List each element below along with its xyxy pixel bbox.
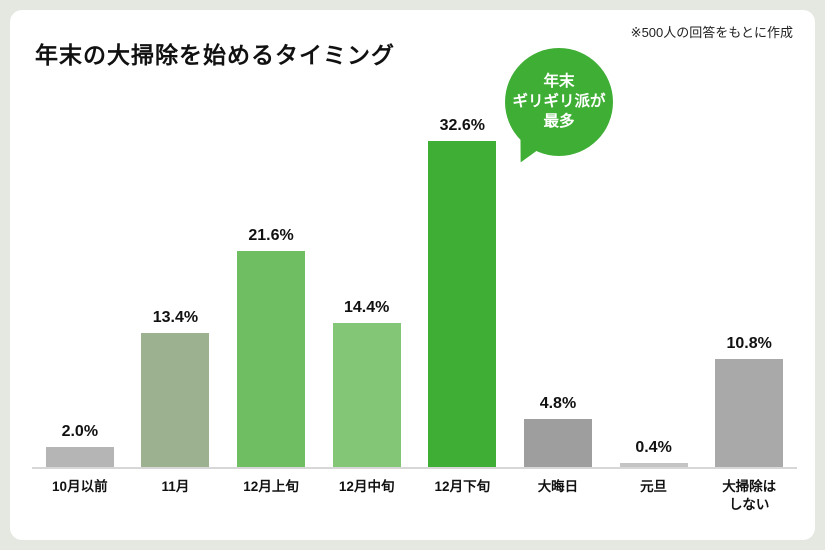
category-label: 12月中旬 — [338, 479, 395, 494]
bar-column: 14.4% — [319, 109, 415, 467]
bar — [332, 323, 401, 467]
bar-value-label: 21.6% — [248, 227, 294, 244]
bar-value-label: 32.6% — [439, 117, 485, 134]
bar-value-label: 0.4% — [635, 439, 672, 456]
category-label: 10月以前 — [52, 479, 108, 494]
bar-chart: 2.0% 13.4% 21.6% 14.4% 32.6% 4.8% 0.4% 10.8% 10… — [32, 109, 797, 514]
plot-area: 2.0% 13.4% 21.6% 14.4% 32.6% 4.8% 0.4% 10.8% — [32, 109, 797, 467]
callout-line-2: ギリギリ派が — [512, 92, 606, 110]
bar-value-label: 2.0% — [61, 423, 99, 440]
bar-column: 4.8% — [510, 109, 606, 467]
chart-title: 年末の大掃除を始めるタイミング — [35, 42, 395, 68]
bar — [141, 333, 210, 467]
category-label: 大晦日 — [537, 479, 579, 494]
bar — [428, 141, 497, 467]
callout-text: 年末 ギリギリ派が 最多 — [512, 72, 605, 132]
bar — [45, 447, 114, 467]
category-label: 大掃除は しない — [722, 479, 777, 513]
bar-column: 21.6% — [223, 109, 319, 467]
category-label: 12月上旬 — [243, 479, 299, 494]
bar-value-label: 10.8% — [726, 335, 772, 352]
chart-card: 年末の大掃除を始めるタイミング ※500人の回答をもとに作成 2.0% 13.4%… — [10, 10, 815, 540]
callout-line-1: 年末 — [543, 72, 575, 90]
category-axis: 10月以前 11月 12月上旬 12月中旬 12月下旬 大晦日 元旦 大掃除は しない — [32, 478, 797, 514]
source-note: ※500人の回答をもとに作成 — [630, 25, 793, 40]
bar-value-label: 13.4% — [152, 309, 199, 326]
bar — [523, 419, 592, 467]
bar-column: 10.8% — [701, 109, 797, 467]
bar-column: 0.4% — [606, 109, 702, 467]
bar-column: 2.0% — [32, 109, 128, 467]
category-label: 11月 — [161, 479, 190, 494]
bar-value-label: 14.4% — [344, 299, 390, 316]
bar-value-label: 4.8% — [539, 395, 577, 412]
bar — [619, 463, 688, 467]
category-label: 12月下旬 — [434, 479, 491, 494]
bar — [237, 251, 306, 467]
bar — [715, 359, 784, 467]
bar-column: 32.6% — [415, 109, 511, 467]
x-axis-line — [32, 467, 797, 469]
callout-bubble: 年末 ギリギリ派が 最多 — [505, 48, 613, 170]
callout-line-3: 最多 — [543, 113, 575, 131]
bar-column: 13.4% — [128, 109, 224, 467]
category-label: 元旦 — [640, 479, 668, 494]
